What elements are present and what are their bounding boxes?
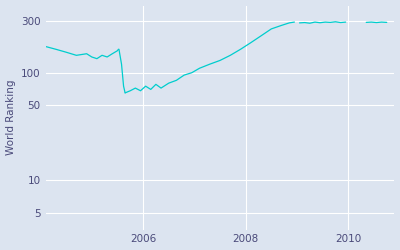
Y-axis label: World Ranking: World Ranking — [6, 80, 16, 155]
